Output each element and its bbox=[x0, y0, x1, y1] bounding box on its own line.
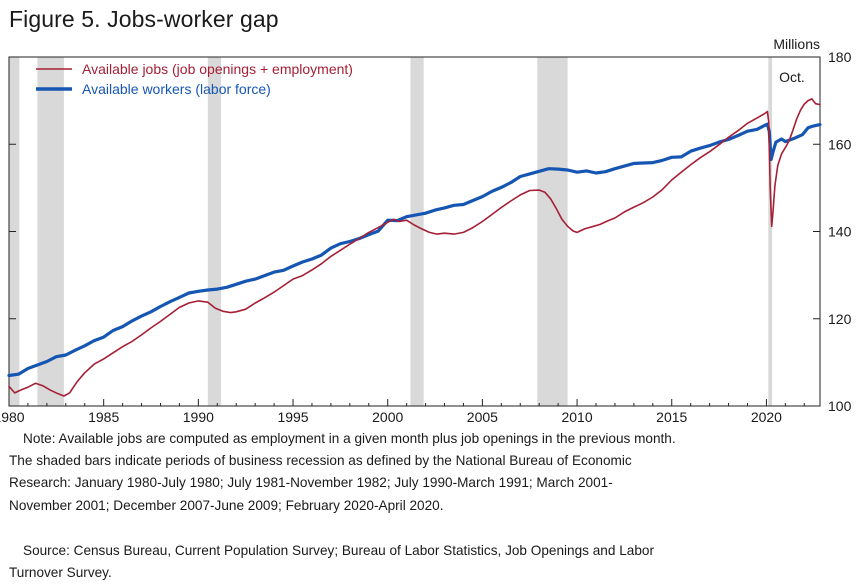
x-tick-label: 2005 bbox=[467, 409, 498, 425]
legend-label-workers: Available workers (labor force) bbox=[82, 81, 271, 97]
x-tick-label: 2010 bbox=[561, 409, 592, 425]
y-tick-label: 180 bbox=[828, 49, 852, 65]
legend-label-jobs: Available jobs (job openings + employmen… bbox=[82, 61, 353, 77]
y-tick-label: 100 bbox=[828, 398, 852, 414]
recession-bar bbox=[207, 57, 222, 406]
x-axis-ticks: 1980 1985 1990 1995 2000 2005 2010 2015 2020 bbox=[0, 399, 805, 425]
source-line: Source: Census Bureau, Current Populatio… bbox=[23, 543, 654, 558]
note-line: Note: Available jobs are computed as emp… bbox=[23, 431, 676, 446]
series-line-available-jobs bbox=[8, 98, 821, 397]
recession-bar bbox=[537, 57, 568, 406]
note-block: Note: Available jobs are computed as emp… bbox=[9, 428, 859, 517]
note-line: The shaded bars indicate periods of busi… bbox=[9, 453, 632, 469]
source-line: Turnover Survey. bbox=[9, 565, 112, 581]
y-axis-unit-label: Millions bbox=[773, 36, 820, 52]
figure-title: Figure 5. Jobs-worker gap bbox=[9, 6, 279, 32]
x-tick-label: 2000 bbox=[372, 409, 403, 425]
chart: 1980 1985 1990 1995 2000 2005 2010 2015 2020 100… bbox=[0, 36, 852, 425]
series-line-available-workers bbox=[7, 122, 822, 378]
x-tick-label: 1985 bbox=[88, 409, 119, 425]
recession-bars bbox=[9, 57, 773, 406]
x-tick-label: 1990 bbox=[183, 409, 214, 425]
source-block: Source: Census Bureau, Current Populatio… bbox=[9, 540, 859, 584]
y-axis-ticks: 100 120 140 160 180 bbox=[9, 49, 852, 414]
x-tick-label: 2020 bbox=[751, 409, 782, 425]
y-tick-label: 120 bbox=[828, 311, 852, 327]
legend: Available jobs (job openings + employmen… bbox=[36, 61, 353, 97]
y-tick-label: 140 bbox=[828, 224, 852, 240]
note-line: Research: January 1980-July 1980; July 1… bbox=[9, 475, 613, 491]
note-line: November 2001; December 2007-June 2009; … bbox=[9, 497, 444, 513]
recession-bar bbox=[410, 57, 424, 406]
recession-bar bbox=[768, 57, 773, 406]
x-tick-label: 1980 bbox=[0, 409, 25, 425]
x-tick-label: 2015 bbox=[656, 409, 687, 425]
y-tick-label: 160 bbox=[828, 136, 852, 152]
recession-bar bbox=[37, 57, 64, 406]
series-lines bbox=[7, 98, 822, 397]
annotation-oct: Oct. bbox=[779, 69, 805, 85]
x-tick-label: 1995 bbox=[277, 409, 308, 425]
